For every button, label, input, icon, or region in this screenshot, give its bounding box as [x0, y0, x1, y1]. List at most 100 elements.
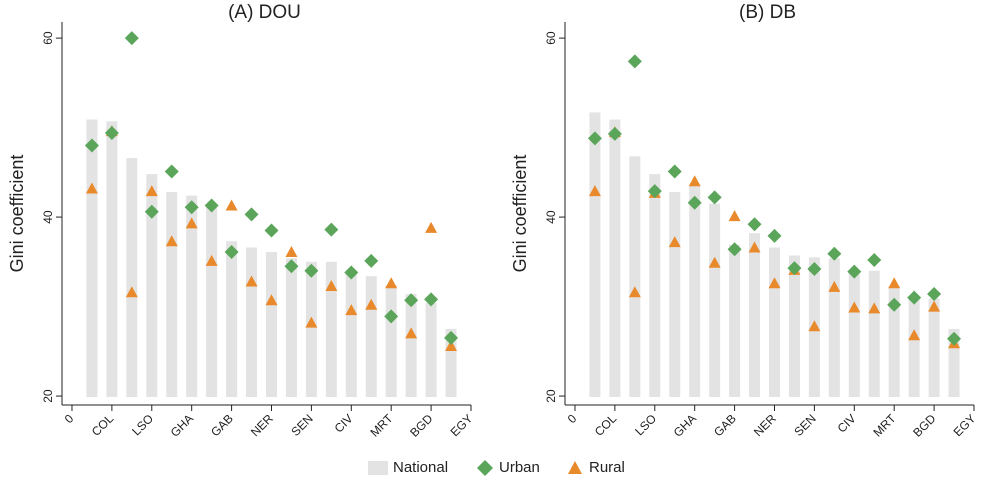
rural-marker	[125, 286, 138, 298]
bar	[908, 296, 920, 397]
bar	[848, 270, 860, 397]
rural-marker	[385, 277, 398, 289]
urban-marker	[767, 228, 782, 243]
bar	[888, 285, 900, 397]
urban-marker	[587, 131, 602, 146]
panel-title: (A) DOU	[228, 2, 301, 23]
urban-marker	[607, 126, 622, 141]
rural-marker	[245, 275, 258, 287]
bar	[589, 112, 601, 397]
bar	[206, 203, 218, 397]
rural-marker	[908, 329, 921, 341]
bar	[186, 195, 198, 397]
y-axis-label: Gini coefficient	[7, 155, 27, 273]
urban-marker	[384, 309, 399, 324]
bar	[749, 233, 761, 397]
urban-marker	[404, 293, 419, 308]
rural-marker	[165, 235, 178, 247]
legend-label: Rural	[589, 459, 625, 476]
rural-marker	[405, 327, 418, 339]
bar	[709, 203, 721, 397]
bar	[325, 261, 337, 397]
bar	[305, 261, 317, 397]
bar	[609, 119, 621, 397]
rural-marker	[668, 236, 681, 248]
bar	[768, 247, 780, 397]
bar	[126, 158, 138, 397]
rural-marker	[868, 302, 881, 314]
x-tick-label: EGY	[448, 411, 476, 439]
urban-marker	[324, 222, 339, 237]
bar	[146, 174, 158, 397]
urban-marker	[444, 330, 459, 345]
bar	[405, 294, 417, 397]
urban-marker	[184, 200, 199, 215]
urban-marker	[867, 253, 882, 268]
urban-marker	[687, 195, 702, 210]
y-tick-label: 60	[544, 31, 558, 45]
x-tick-label: LSO	[129, 411, 156, 438]
x-tick-label: GAB	[208, 411, 236, 439]
x-tick-label: GAB	[711, 411, 739, 439]
urban-marker	[344, 265, 359, 280]
y-tick-label: 40	[544, 210, 558, 224]
urban-marker	[927, 287, 942, 302]
urban-marker	[104, 125, 119, 140]
bar	[106, 121, 118, 397]
bar	[729, 244, 741, 397]
x-tick-label: CIV	[835, 411, 859, 435]
bar	[928, 298, 940, 397]
urban-marker	[364, 253, 379, 268]
x-tick-label: GHA	[168, 411, 196, 439]
rural-marker	[588, 185, 601, 197]
rural-marker	[708, 256, 721, 268]
rural-marker	[145, 185, 158, 197]
legend-label: Urban	[499, 459, 540, 476]
rural-marker	[265, 294, 278, 306]
x-tick-label: 0	[565, 411, 580, 426]
bar	[365, 276, 377, 397]
y-tick-label: 20	[544, 389, 558, 403]
bar	[345, 271, 357, 397]
bar	[285, 258, 297, 397]
urban-marker	[204, 198, 219, 213]
bar	[166, 192, 178, 397]
x-tick-label: EGY	[951, 411, 979, 439]
bar	[445, 328, 457, 397]
bar	[226, 241, 238, 397]
bar	[948, 328, 960, 397]
urban-marker	[124, 31, 139, 46]
urban-marker	[667, 164, 682, 179]
urban-marker	[164, 164, 179, 179]
panel-title: (B) DB	[739, 2, 796, 23]
rural-marker	[425, 221, 438, 233]
panel: (A) DOU Gini coefficient 20 40 60 0 COL LSO GHA G…	[7, 2, 476, 440]
urban-marker	[847, 264, 862, 279]
bar	[265, 251, 277, 397]
urban-marker	[264, 223, 279, 238]
x-tick-label: GHA	[671, 411, 699, 439]
x-tick-label: MRT	[870, 411, 899, 440]
bar	[86, 119, 98, 397]
urban-marker	[284, 259, 299, 274]
rural-marker	[928, 300, 941, 312]
legend-swatch	[568, 461, 582, 474]
rural-marker	[748, 241, 761, 253]
rural-marker	[305, 316, 318, 328]
rural-marker	[325, 279, 338, 291]
urban-marker	[84, 138, 99, 153]
urban-marker	[947, 331, 962, 346]
urban-marker	[827, 246, 842, 261]
rural-marker	[728, 210, 741, 222]
urban-marker	[144, 204, 159, 219]
bar	[425, 302, 437, 397]
urban-marker	[707, 190, 722, 205]
legend-label: National	[393, 459, 448, 476]
bar	[385, 285, 397, 397]
x-tick-label: BGD	[407, 411, 436, 440]
rural-marker	[828, 280, 841, 292]
x-tick-label: SEN	[288, 411, 315, 438]
bar	[828, 258, 840, 397]
urban-marker	[224, 244, 239, 259]
